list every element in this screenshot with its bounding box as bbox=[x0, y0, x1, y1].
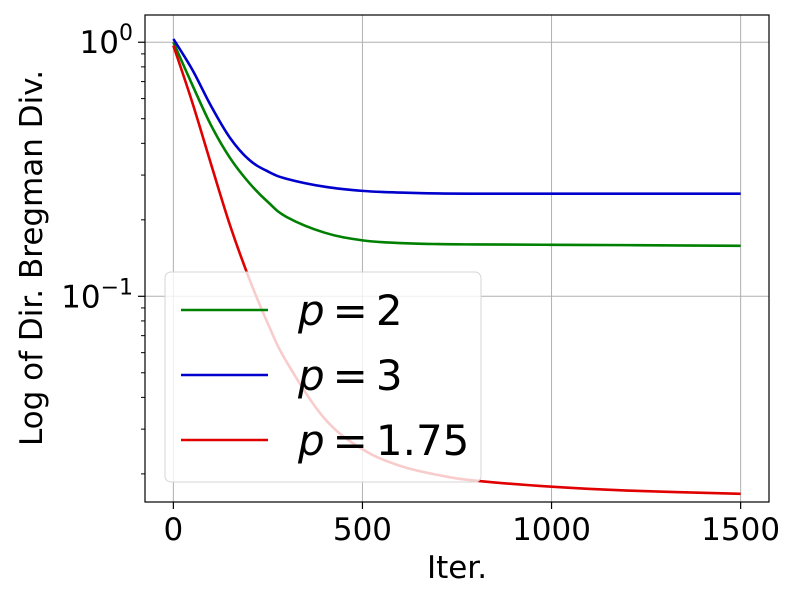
y-tick-label: 100 bbox=[80, 21, 133, 61]
y-axis-label: Log of Dir. Bregman Div. bbox=[14, 70, 50, 446]
y-tick-exponent: −1 bbox=[101, 275, 133, 300]
x-tick-label: 1500 bbox=[701, 512, 780, 548]
legend-box bbox=[164, 271, 482, 483]
series-line-1 bbox=[172, 38, 741, 195]
y-tick-base: 10 bbox=[61, 279, 100, 315]
x-tick-label: 1000 bbox=[512, 512, 591, 548]
y-tick-exponent: 0 bbox=[119, 21, 133, 46]
series-line-0 bbox=[172, 41, 741, 248]
legend-label: p = 1.75 bbox=[297, 416, 469, 465]
y-tick-base: 10 bbox=[80, 25, 119, 61]
x-tick-label: 0 bbox=[163, 512, 183, 548]
x-tick-label: 500 bbox=[333, 512, 392, 548]
y-tick-label: 10−1 bbox=[61, 275, 133, 315]
legend-label: p = 3 bbox=[297, 351, 403, 400]
plot-frame bbox=[144, 14, 770, 503]
legend: p = 2 p = 3 p = 1.75 bbox=[164, 271, 482, 483]
x-axis-label: Iter. bbox=[427, 550, 487, 586]
legend-label: p = 2 bbox=[297, 286, 403, 335]
